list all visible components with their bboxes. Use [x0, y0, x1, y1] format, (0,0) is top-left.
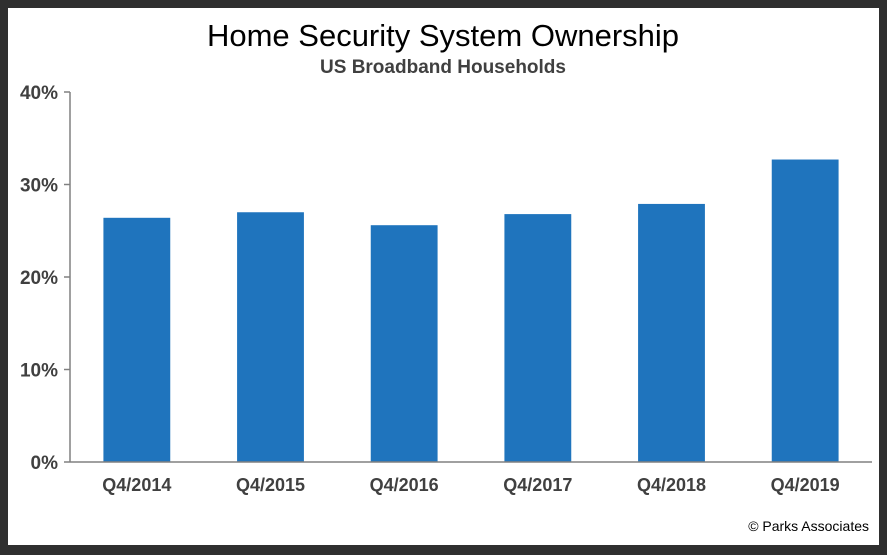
y-tick-label: 10% — [20, 361, 58, 382]
x-tick-label: Q4/2018 — [637, 475, 706, 495]
x-tick-label: Q4/2017 — [503, 475, 572, 495]
y-tick-label: 30% — [20, 176, 58, 197]
y-axis: 0% 10% 20% 30% 40% — [20, 83, 71, 474]
bar — [370, 225, 438, 462]
chart-subtitle: US Broadband Households — [320, 57, 566, 78]
y-tick-label: 40% — [20, 83, 58, 104]
x-tick-label: Q4/2019 — [771, 475, 840, 495]
bar — [103, 217, 171, 462]
y-tick-label: 20% — [20, 268, 58, 289]
bar — [771, 159, 839, 462]
chart-title: Home Security System Ownership — [207, 18, 679, 53]
x-tick-label: Q4/2015 — [236, 475, 305, 495]
bar — [638, 203, 705, 463]
bar — [504, 214, 572, 462]
bars — [103, 159, 839, 463]
x-tick-label: Q4/2014 — [102, 475, 171, 495]
y-tick-label: 0% — [31, 453, 59, 474]
copyright-text: © Parks Associates — [748, 518, 869, 534]
bar — [237, 212, 304, 462]
x-tick-label: Q4/2016 — [370, 475, 439, 495]
x-axis: Q4/2014 Q4/2015 Q4/2016 Q4/2017 Q4/2018 Q4/20… — [70, 461, 872, 495]
